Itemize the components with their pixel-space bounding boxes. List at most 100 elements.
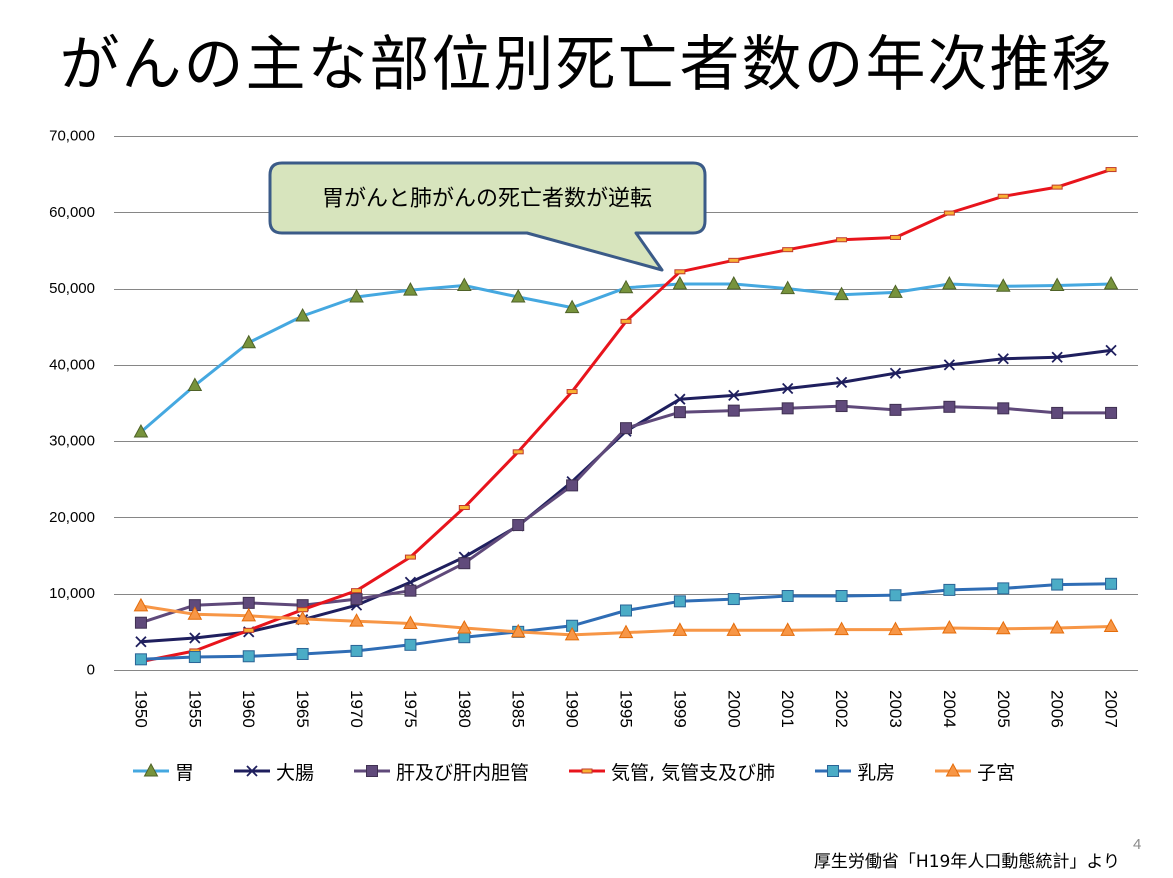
data-point-uterus (1103, 618, 1119, 633)
data-point-breast (889, 589, 902, 602)
x-tick-label: 2002 (832, 690, 851, 728)
series-colorectal (135, 344, 1117, 648)
data-point-liver (781, 402, 794, 415)
x-tick-label: 1960 (239, 690, 258, 728)
legend-marker (366, 765, 379, 777)
data-point-liver (1051, 406, 1064, 419)
data-point-stomach (672, 275, 688, 290)
data-point-uterus (564, 626, 580, 641)
x-axis: 1950 1955 1960 1965 1970 1975 1980 1985 1990 1995… (131, 690, 1120, 728)
legend-item-liver: 肝及び肝内胆管 (354, 758, 529, 785)
data-point-breast (296, 647, 309, 660)
y-tick-label: 60,000 (49, 204, 95, 221)
data-point-lung (512, 449, 524, 455)
series-line-stomach (139, 282, 1113, 434)
data-point-stomach (780, 280, 796, 295)
data-point-colorectal (997, 353, 1009, 365)
data-point-liver (566, 479, 579, 492)
x-tick-label: 1990 (563, 690, 582, 728)
legend-label: 気管, 気管支及び肺 (611, 761, 776, 784)
y-tick-label: 30,000 (49, 433, 95, 450)
legend-label: 胃 (175, 761, 195, 784)
data-point-breast (1051, 578, 1064, 591)
data-point-stomach (349, 288, 364, 303)
data-point-stomach (403, 282, 418, 296)
source-note: 厚生労働省「H19年人口動態統計」より (813, 852, 1120, 872)
data-point-lung (674, 269, 686, 275)
x-tick-label: 1955 (185, 690, 204, 728)
legend-swatch-breast (815, 765, 852, 777)
legend-swatch-stomach (133, 763, 169, 777)
data-point-liver (673, 406, 686, 419)
y-axis: 0 10,000 20,000 30,000 40,000 50,000 60,000 70,… (49, 128, 95, 679)
x-tick-label: 1999 (670, 690, 689, 728)
page-title: がんの主な部位別死亡者数の年次推移 (59, 30, 1114, 100)
data-point-uterus (456, 619, 472, 634)
x-tick-label: 1950 (131, 690, 150, 728)
data-point-liver (242, 596, 255, 609)
data-point-uterus (780, 622, 796, 636)
data-point-liver (997, 402, 1010, 415)
data-point-breast (404, 638, 417, 651)
data-point-breast (943, 583, 956, 596)
data-point-lung (566, 389, 578, 395)
legend-item-colorectal: 大腸 (234, 758, 314, 785)
x-tick-label: 1970 (347, 690, 366, 728)
legend-marker (143, 763, 159, 777)
series-stomach (133, 275, 1119, 438)
legend-swatch-uterus (935, 763, 972, 777)
data-point-stomach (942, 275, 957, 290)
data-point-breast (997, 582, 1010, 595)
legend-marker (827, 765, 840, 777)
data-point-stomach (1103, 275, 1119, 290)
y-tick-label: 10,000 (49, 585, 95, 602)
data-point-lung (458, 505, 470, 511)
data-point-liver (1105, 406, 1118, 419)
data-point-uterus (834, 621, 849, 636)
data-point-lung (889, 234, 901, 240)
data-point-stomach (295, 307, 310, 322)
data-point-colorectal (943, 359, 956, 371)
data-point-uterus (133, 597, 149, 612)
data-point-stomach (241, 334, 257, 349)
x-tick-label: 2001 (778, 690, 797, 728)
data-point-colorectal (135, 636, 147, 648)
x-tick-label: 2007 (1102, 690, 1121, 728)
data-point-stomach (456, 277, 472, 292)
callout-box (268, 161, 707, 272)
x-tick-label: 2003 (886, 690, 905, 728)
series-uterus (133, 597, 1119, 641)
data-point-stomach (834, 286, 849, 301)
data-point-stomach (618, 279, 634, 294)
x-tick-label: 2000 (724, 690, 743, 728)
data-point-breast (134, 653, 147, 666)
data-point-breast (242, 650, 255, 663)
data-point-uterus (672, 622, 688, 636)
data-point-breast (673, 595, 686, 608)
data-point-lung (243, 627, 255, 633)
data-point-breast (620, 604, 632, 617)
data-point-liver (727, 404, 740, 417)
legend-swatch-lung (569, 768, 606, 774)
legend-item-lung: 気管, 気管支及び肺 (569, 758, 775, 785)
data-point-breast (350, 644, 363, 657)
data-point-breast (835, 590, 848, 603)
data-point-colorectal (189, 632, 201, 644)
data-point-breast (781, 590, 794, 603)
legend-marker (246, 765, 258, 777)
data-point-lung (836, 237, 848, 243)
data-point-lung (620, 318, 632, 324)
data-point-liver (404, 584, 417, 597)
page-number: 4 (1133, 836, 1142, 853)
legend-label: 肝及び肝内胆管 (396, 761, 530, 784)
data-point-uterus (888, 621, 903, 636)
data-point-colorectal (674, 393, 686, 405)
data-point-stomach (133, 423, 149, 438)
data-point-uterus (726, 622, 742, 636)
legend-label: 大腸 (276, 761, 315, 784)
callout: 胃がんと肺がんの死亡者数が逆転 (268, 161, 707, 272)
data-point-lung (1105, 167, 1117, 173)
data-point-liver (889, 403, 902, 416)
